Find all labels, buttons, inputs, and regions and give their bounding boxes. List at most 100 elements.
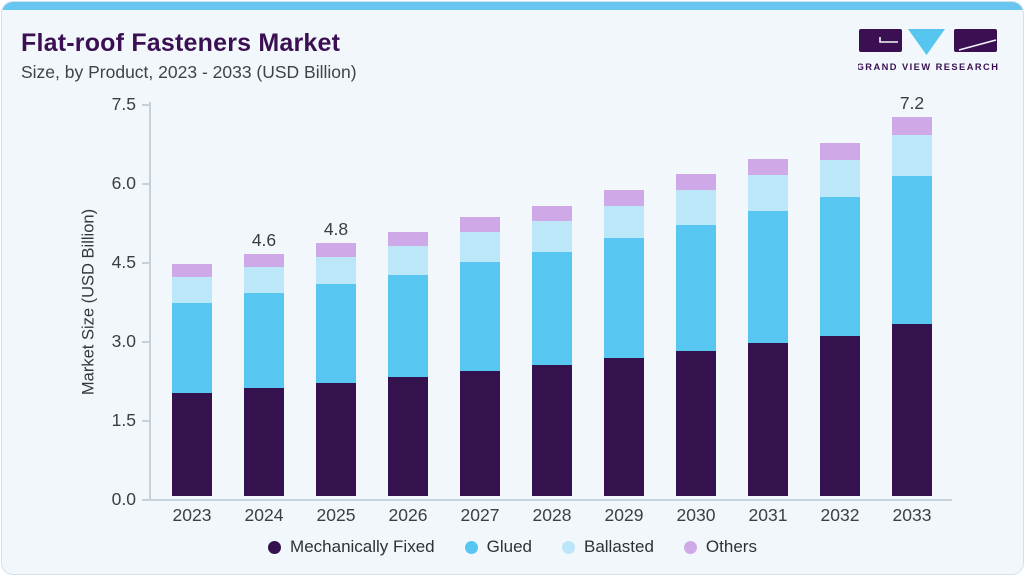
bar-stack-2026 bbox=[388, 232, 428, 496]
bar-stack-2023 bbox=[172, 264, 212, 496]
bar-segment-others-2028 bbox=[532, 206, 572, 221]
x-tick-label-2028: 2028 bbox=[532, 505, 572, 525]
y-tick-mark bbox=[142, 341, 150, 343]
bar-segment-others-2024 bbox=[244, 253, 284, 267]
y-tick-label: 1.5 bbox=[111, 409, 136, 430]
legend-label-glued: Glued bbox=[486, 537, 532, 556]
bar-segment-ballasted-2023 bbox=[172, 277, 212, 303]
bar-segment-others-2026 bbox=[388, 232, 428, 247]
bar-segment-others-2030 bbox=[676, 174, 716, 191]
y-tick-mark bbox=[142, 262, 150, 264]
bar-segment-glued-2023 bbox=[172, 302, 212, 394]
bar-segment-glued-2031 bbox=[748, 210, 788, 344]
bar-segment-ballasted-2028 bbox=[532, 220, 572, 253]
logo-text: GRAND VIEW RESEARCH bbox=[858, 62, 999, 72]
bar-segment-others-2029 bbox=[604, 190, 644, 206]
bar-segment-others-2031 bbox=[748, 158, 788, 176]
bar-segment-mechanically-fixed-2023 bbox=[172, 393, 212, 496]
x-tick-label-2029: 2029 bbox=[604, 505, 644, 525]
bar-stack-2025 bbox=[316, 243, 356, 496]
x-tick-label-2027: 2027 bbox=[460, 505, 500, 525]
bar-value-label-2024: 4.6 bbox=[251, 229, 277, 250]
legend-dot-glued-icon bbox=[464, 540, 478, 554]
bar-segment-mechanically-fixed-2024 bbox=[244, 388, 284, 496]
y-tick-mark bbox=[142, 499, 150, 501]
y-tick-mark bbox=[142, 183, 150, 185]
x-tick-label-2023: 2023 bbox=[172, 505, 212, 525]
legend-item-mechanically-fixed: Mechanically Fixed bbox=[268, 537, 435, 557]
bar-segment-mechanically-fixed-2033 bbox=[892, 324, 932, 496]
bar-segment-mechanically-fixed-2026 bbox=[388, 377, 428, 496]
logo-triangle-icon bbox=[908, 29, 945, 55]
legend: Mechanically Fixed Glued Ballasted Others bbox=[2, 537, 1023, 557]
bar-segment-ballasted-2030 bbox=[676, 190, 716, 225]
bar-segment-others-2025 bbox=[316, 243, 356, 257]
legend-dot-ballasted-icon bbox=[561, 540, 575, 554]
chart-subtitle: Size, by Product, 2023 - 2033 (USD Billi… bbox=[21, 62, 357, 82]
legend-item-others: Others bbox=[683, 537, 757, 557]
bar-segment-mechanically-fixed-2031 bbox=[748, 343, 788, 496]
bar-stack-2029 bbox=[604, 190, 644, 496]
top-accent-bar bbox=[2, 2, 1023, 10]
bar-segment-mechanically-fixed-2025 bbox=[316, 382, 356, 496]
logo-r-detail bbox=[958, 39, 997, 51]
x-tick-label-2026: 2026 bbox=[388, 505, 428, 525]
bar-segment-mechanically-fixed-2032 bbox=[820, 335, 860, 496]
y-tick-label: 3.0 bbox=[111, 330, 136, 351]
bar-segment-ballasted-2032 bbox=[820, 159, 860, 198]
x-tick-label-2030: 2030 bbox=[676, 505, 716, 525]
y-axis bbox=[149, 102, 151, 500]
bar-segment-others-2023 bbox=[172, 264, 212, 278]
x-tick-label-2032: 2032 bbox=[820, 505, 860, 525]
bar-segment-glued-2025 bbox=[316, 284, 356, 383]
y-tick-label: 6.0 bbox=[111, 172, 136, 193]
legend-item-ballasted: Ballasted bbox=[561, 537, 654, 557]
gvr-logo: GRAND VIEW RESEARCH bbox=[858, 29, 999, 72]
y-tick-label: 4.5 bbox=[111, 251, 136, 272]
x-axis bbox=[142, 499, 952, 501]
bar-segment-ballasted-2025 bbox=[316, 256, 356, 285]
logo-g-detail bbox=[879, 37, 898, 43]
bar-segment-ballasted-2027 bbox=[460, 231, 500, 262]
chart-title: Flat-roof Fasteners Market bbox=[21, 29, 341, 57]
bar-stack-2033 bbox=[892, 116, 932, 496]
bar-stack-2024 bbox=[244, 253, 284, 496]
bar-segment-glued-2033 bbox=[892, 175, 932, 325]
bar-segment-others-2027 bbox=[460, 216, 500, 232]
bar-segment-glued-2024 bbox=[244, 293, 284, 388]
bar-segment-ballasted-2026 bbox=[388, 246, 428, 275]
x-tick-label-2031: 2031 bbox=[748, 505, 788, 525]
bar-segment-glued-2026 bbox=[388, 274, 428, 378]
bar-stack-2032 bbox=[820, 142, 860, 496]
legend-item-glued: Glued bbox=[464, 537, 532, 557]
bar-segment-mechanically-fixed-2030 bbox=[676, 350, 716, 496]
y-tick-mark bbox=[142, 104, 150, 106]
y-tick-mark bbox=[142, 420, 150, 422]
bar-segment-glued-2027 bbox=[460, 261, 500, 371]
bar-segment-ballasted-2024 bbox=[244, 266, 284, 294]
bar-segment-ballasted-2031 bbox=[748, 175, 788, 211]
bar-stack-2031 bbox=[748, 158, 788, 496]
legend-dot-others-icon bbox=[683, 540, 697, 554]
bar-stack-2027 bbox=[460, 216, 500, 496]
x-tick-label-2024: 2024 bbox=[244, 505, 284, 525]
legend-label-ballasted: Ballasted bbox=[583, 537, 654, 556]
bar-segment-glued-2028 bbox=[532, 252, 572, 366]
bar-segment-glued-2032 bbox=[820, 197, 860, 336]
bar-segment-glued-2030 bbox=[676, 224, 716, 351]
legend-dot-mechanically-fixed-icon bbox=[268, 540, 282, 554]
bar-stack-2028 bbox=[532, 206, 572, 496]
bar-segment-others-2033 bbox=[892, 116, 932, 136]
x-tick-label-2033: 2033 bbox=[892, 505, 932, 525]
bar-value-label-2025: 4.8 bbox=[323, 219, 349, 240]
logo-mark-r bbox=[954, 29, 997, 52]
bar-segment-mechanically-fixed-2029 bbox=[604, 357, 644, 496]
bar-segment-others-2032 bbox=[820, 142, 860, 160]
bar-stack-2030 bbox=[676, 174, 716, 496]
y-tick-label: 0.0 bbox=[111, 489, 136, 509]
bar-segment-glued-2029 bbox=[604, 238, 644, 358]
legend-label-others: Others bbox=[705, 537, 757, 556]
bar-segment-ballasted-2033 bbox=[892, 135, 932, 176]
